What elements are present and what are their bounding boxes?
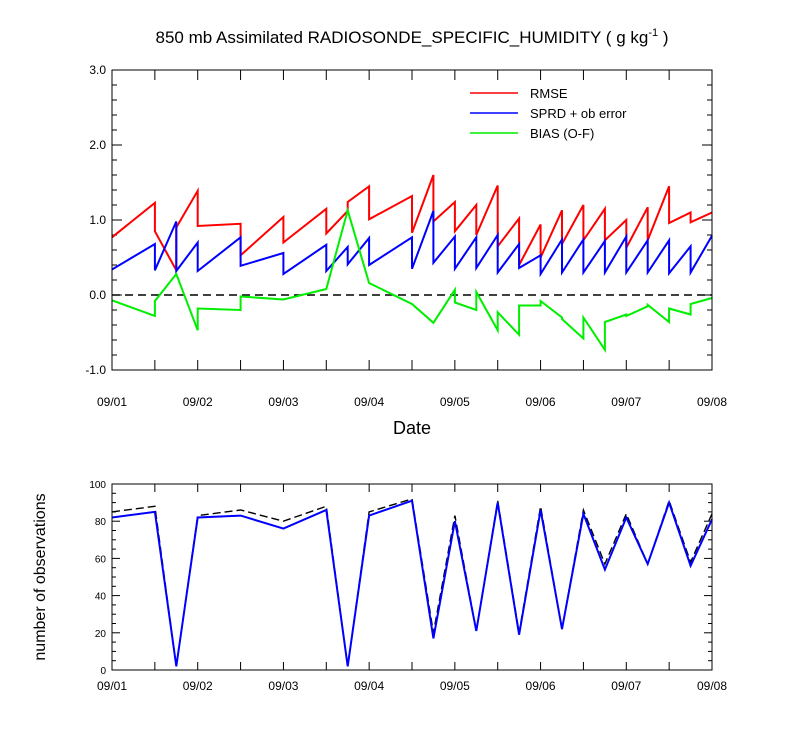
x-tick-label: 09/04 xyxy=(354,395,384,409)
y-tick-label: 1.0 xyxy=(89,213,106,227)
x-tick-label: 09/02 xyxy=(183,679,213,693)
bottom-y-axis-label: number of observations xyxy=(32,493,49,660)
x-tick-label: 09/06 xyxy=(526,395,556,409)
series-line-bias-o-f xyxy=(111,206,713,354)
x-tick-label: 09/07 xyxy=(611,679,641,693)
y-tick-label: 60 xyxy=(95,554,107,565)
top-series-group xyxy=(111,174,713,354)
legend-label-bias-o-f: BIAS (O-F) xyxy=(530,126,594,141)
bottom-axes-group: 0 20 40 60 80 100 09/01 09/02 09/03 09/04 09/05 09/… xyxy=(89,480,727,693)
series-line-possible xyxy=(111,497,713,667)
x-tick-label: 09/06 xyxy=(526,679,556,693)
series-line-used xyxy=(111,499,713,667)
series-line-sprd-ob-error xyxy=(111,210,713,278)
legend-label-rmse: RMSE xyxy=(530,86,568,101)
y-tick-label: 2.0 xyxy=(89,138,106,152)
y-tick-label: 0 xyxy=(100,666,106,677)
y-tick-label: 100 xyxy=(89,480,106,491)
bottom-series-group xyxy=(111,497,713,667)
bottom-plot-frame xyxy=(111,483,713,671)
x-tick-label: 09/01 xyxy=(97,679,127,693)
x-tick-label: 09/01 xyxy=(97,395,127,409)
chart-title-end: ) xyxy=(658,28,668,47)
chart-title: 850 mb Assimilated RADIOSONDE_SPECIFIC_H… xyxy=(156,27,669,47)
y-tick-label: 80 xyxy=(95,517,107,528)
y-tick-label: 0.0 xyxy=(89,288,106,302)
x-tick-label: 09/03 xyxy=(268,395,298,409)
x-tick-label: 09/02 xyxy=(183,395,213,409)
x-tick-label: 09/05 xyxy=(440,395,470,409)
y-tick-label: 3.0 xyxy=(89,63,106,77)
x-tick-label: 09/07 xyxy=(611,395,641,409)
top-chart: 850 mb Assimilated RADIOSONDE_SPECIFIC_H… xyxy=(85,27,727,438)
x-tick-label: 09/08 xyxy=(697,679,727,693)
top-axes-group: -1.0 0.0 1.0 2.0 3.0 09/01 09/02 09/03 09/04 09/0… xyxy=(85,63,727,409)
y-tick-label: 40 xyxy=(95,592,107,603)
top-x-axis-label: Date xyxy=(393,418,431,438)
x-tick-label: 09/03 xyxy=(268,679,298,693)
y-tick-label: 20 xyxy=(95,629,107,640)
chart-title-main: 850 mb Assimilated RADIOSONDE_SPECIFIC_H… xyxy=(156,28,649,47)
top-legend: RMSE SPRD + ob error BIAS (O-F) xyxy=(470,86,627,141)
x-tick-label: 09/04 xyxy=(354,679,384,693)
x-tick-label: 09/08 xyxy=(697,395,727,409)
legend-label-sprd-ob-error: SPRD + ob error xyxy=(530,106,627,121)
x-tick-label: 09/05 xyxy=(440,679,470,693)
bottom-chart: 0 20 40 60 80 100 09/01 09/02 09/03 09/04 09/05 09/… xyxy=(32,480,727,693)
top-plot-frame xyxy=(111,69,713,371)
chart-title-superscript: -1 xyxy=(648,27,658,39)
y-tick-label: -1.0 xyxy=(85,363,106,377)
